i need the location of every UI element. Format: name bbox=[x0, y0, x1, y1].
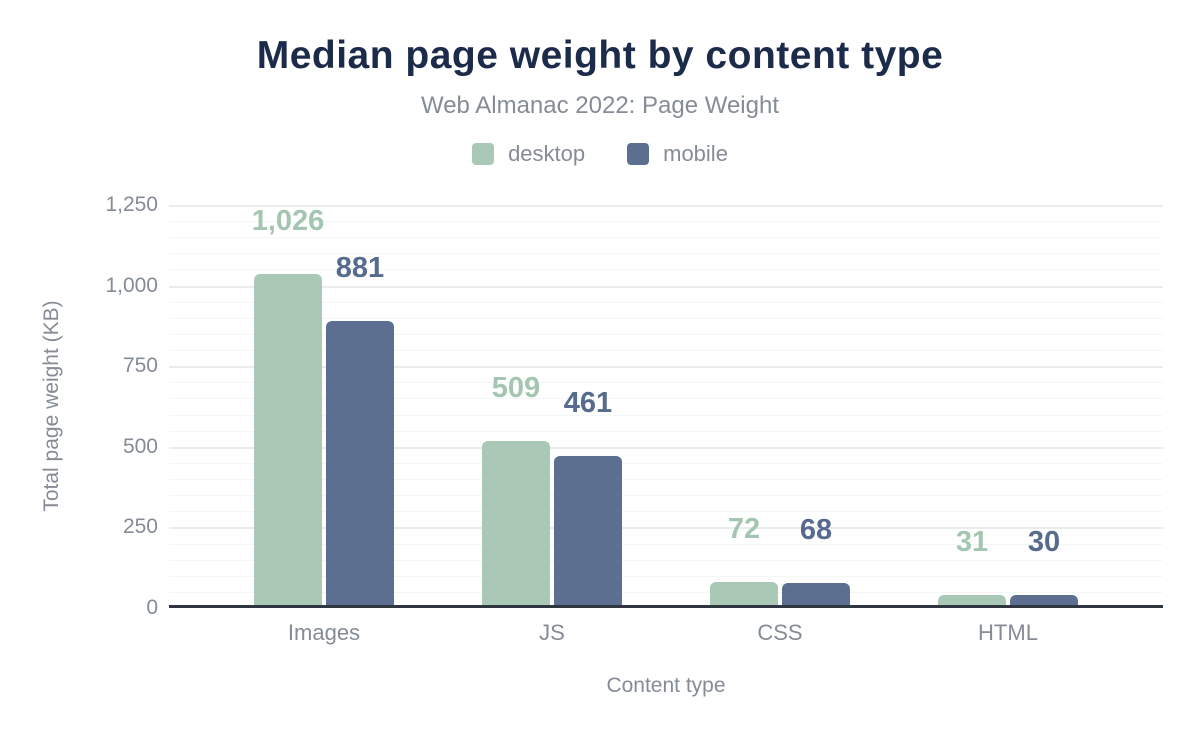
bar-value-label-mobile-images: 881 bbox=[335, 251, 385, 284]
chart-subtitle: Web Almanac 2022: Page Weight bbox=[420, 92, 779, 119]
bar-value-label-desktop-html: 31 bbox=[955, 526, 989, 559]
bar-mobile-css bbox=[782, 583, 850, 605]
bar-mobile-js bbox=[554, 456, 622, 605]
legend-swatch-icon bbox=[472, 143, 495, 165]
bar-value-label-mobile-js: 461 bbox=[563, 387, 613, 420]
x-tick-label-js: JS bbox=[539, 620, 565, 645]
bar-desktop-html bbox=[938, 595, 1006, 605]
bar-desktop-images bbox=[254, 274, 322, 605]
y-tick-label: 250 bbox=[122, 515, 158, 539]
y-tick-label: 500 bbox=[122, 434, 158, 458]
legend-item-desktop[interactable]: desktop bbox=[472, 141, 585, 167]
x-tick-label-html: HTML bbox=[978, 620, 1038, 645]
bar-value-label-desktop-images: 1,026 bbox=[251, 205, 325, 238]
y-tick-label: 1,000 bbox=[105, 273, 158, 297]
x-axis-title: Content type bbox=[606, 674, 726, 697]
bar-value-label-mobile-html: 30 bbox=[1027, 526, 1061, 559]
legend-label: mobile bbox=[663, 141, 728, 166]
y-tick-label: 0 bbox=[146, 596, 158, 619]
bar-desktop-css bbox=[710, 581, 778, 605]
x-tick-label-css: CSS bbox=[757, 620, 803, 645]
bar-value-label-mobile-css: 68 bbox=[799, 514, 833, 547]
y-axis-title: Total page weight (KB) bbox=[40, 300, 63, 512]
y-tick-label: 750 bbox=[122, 354, 158, 378]
bar-value-label-desktop-js: 509 bbox=[491, 371, 541, 404]
bar-value-label-desktop-css: 72 bbox=[727, 512, 761, 545]
legend-label: desktop bbox=[508, 141, 586, 166]
x-tick-label-images: Images bbox=[287, 620, 361, 645]
legend-swatch-icon bbox=[627, 143, 650, 165]
legend-item-mobile[interactable]: mobile bbox=[627, 141, 728, 167]
y-tick-label: 1,250 bbox=[105, 193, 158, 216]
plot-area: 1,026 881 509 461 72 68 31 30 bbox=[169, 205, 1163, 608]
bar-mobile-images bbox=[326, 320, 394, 605]
bar-mobile-html bbox=[1010, 595, 1078, 605]
legend: desktop mobile bbox=[0, 141, 1200, 167]
chart-title: Median page weight by content type bbox=[256, 34, 944, 77]
bar-desktop-js bbox=[482, 440, 550, 605]
